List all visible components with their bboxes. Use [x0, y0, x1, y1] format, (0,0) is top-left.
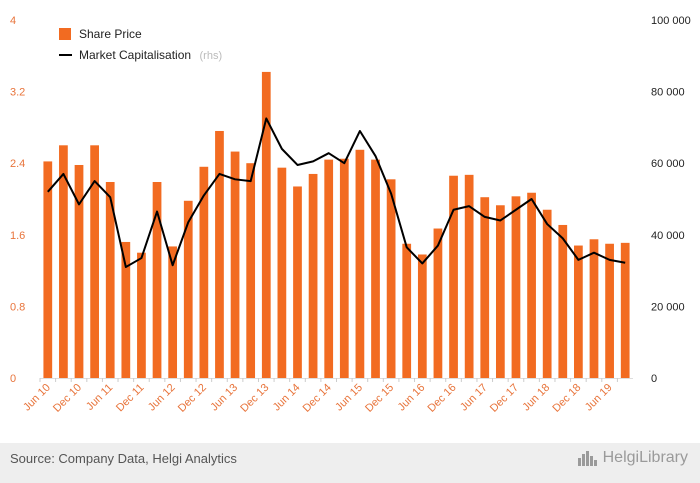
share-price-bar [246, 163, 256, 378]
share-price-bar [121, 241, 131, 378]
share-price-bar [308, 173, 318, 378]
x-tick-label: Dec 14 [301, 382, 334, 415]
share-price-bar [511, 196, 521, 378]
share-price-bar [386, 179, 396, 378]
right-tick-label: 60 000 [651, 158, 685, 170]
x-tick-label: Jun 15 [333, 382, 365, 414]
share-price-bar [199, 166, 209, 378]
legend-share-price-swatch [59, 28, 71, 40]
bar-chart-icon [577, 451, 597, 466]
left-tick-label: 0.8 [10, 301, 25, 313]
share-price-bar [417, 254, 427, 378]
share-price-bar [542, 209, 552, 378]
x-tick-label: Dec 17 [488, 382, 521, 415]
brand-logo: HelgiLibrary [577, 449, 688, 467]
x-tick-label: Jun 19 [583, 382, 615, 414]
right-tick-label: 80 000 [651, 87, 685, 99]
share-price-bar [527, 192, 536, 378]
share-price-bar [480, 197, 490, 378]
x-tick-label: Dec 13 [238, 382, 271, 415]
x-tick-label: Jun 11 [84, 382, 115, 413]
left-tick-label: 3.2 [10, 87, 25, 99]
share-price-bar [402, 243, 412, 378]
share-price-bar [558, 224, 568, 378]
share-price-bar [620, 242, 630, 378]
share-price-bar [137, 252, 146, 378]
right-tick-label: 20 000 [651, 301, 685, 313]
share-price-bar [449, 175, 458, 378]
legend-market-cap-name: Market Capitalisation [79, 48, 191, 62]
x-tick-label: Jun 12 [146, 382, 178, 414]
left-tick-label: 1.6 [10, 230, 25, 242]
share-price-bar [90, 145, 99, 378]
share-price-bar [277, 167, 287, 378]
share-price-bar [433, 228, 443, 378]
share-price-bar [168, 246, 178, 378]
share-price-bar [605, 243, 614, 378]
share-price-bars [43, 71, 630, 378]
x-tick-label: Jun 18 [520, 382, 552, 414]
share-price-bar [293, 186, 302, 378]
legend: Share Price Market Capitalisation (rhs) [59, 27, 222, 63]
left-tick-label: 0 [10, 373, 16, 385]
share-price-bar [371, 159, 380, 378]
x-tick-label: Jun 17 [458, 382, 490, 414]
market-cap-line [47, 117, 626, 269]
left-axis: 0 0.8 1.6 2.4 3.2 4 [10, 15, 25, 385]
share-price-bar [324, 159, 334, 378]
share-price-bar [105, 182, 115, 378]
legend-share-price-label: Share Price [79, 27, 142, 41]
share-price-bar [183, 200, 193, 378]
share-price-bar [574, 245, 583, 378]
x-tick-label: Dec 15 [363, 382, 396, 415]
x-tick-label: Dec 11 [114, 382, 147, 415]
right-axis: 0 20 000 40 000 60 000 80 000 100 000 [651, 15, 691, 385]
x-tick-label: Dec 18 [550, 382, 583, 415]
left-tick-label: 2.4 [10, 158, 25, 170]
x-tick-label: Dec 10 [51, 382, 84, 415]
x-tick-label: Jun 10 [21, 382, 53, 414]
share-price-bar [74, 164, 84, 378]
right-tick-label: 100 000 [651, 15, 691, 27]
share-price-bar [589, 239, 599, 378]
left-tick-label: 4 [10, 15, 16, 27]
x-tick-label: Jun 14 [271, 382, 303, 414]
source-note: Source: Company Data, Helgi Analytics [10, 451, 237, 466]
share-price-bar [495, 205, 505, 378]
x-tick-label: Dec 16 [426, 382, 459, 415]
share-price-bar [230, 151, 240, 378]
share-price-bar [215, 130, 224, 378]
share-price-bar [464, 174, 474, 378]
x-tick-label: Jun 16 [396, 382, 428, 414]
share-price-bar [152, 182, 162, 378]
share-price-bar [59, 145, 68, 378]
share-price-bar [43, 161, 53, 378]
legend-market-cap-rhs: (rhs) [200, 50, 223, 62]
share-price-bar [355, 149, 365, 378]
x-tick-label: Jun 13 [208, 382, 240, 414]
right-tick-label: 40 000 [651, 230, 685, 242]
x-tick-label: Dec 12 [176, 382, 209, 415]
share-price-bar [339, 158, 349, 378]
right-tick-label: 0 [651, 373, 657, 385]
share-price-bar [261, 71, 271, 378]
brand-name: HelgiLibrary [602, 449, 688, 466]
legend-market-cap-label: Market Capitalisation (rhs) [79, 46, 222, 63]
